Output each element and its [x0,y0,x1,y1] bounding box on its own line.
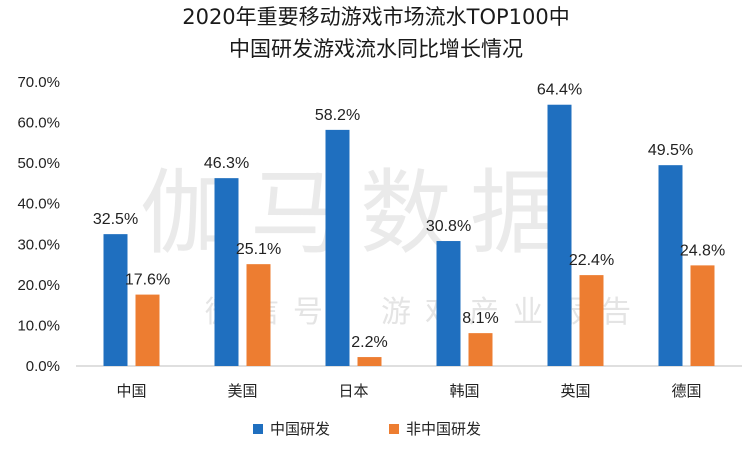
data-label: 30.8% [426,218,471,235]
data-label: 64.4% [537,82,582,99]
chart-subtitle: 中国研发游戏流水同比增长情况 [229,37,523,61]
bar-non-china-dev-1 [246,264,271,366]
bar-non-china-dev-2 [357,357,382,366]
x-category-label: 德国 [671,382,701,400]
bar-non-china-dev-4 [579,275,604,366]
y-axis: 0.0% 10.0% 20.0% 30.0% 40.0% 50.0% 60.0% 70.0% [17,74,60,375]
bar-non-china-dev-3 [468,333,493,366]
bars: 32.5% 17.6% 46.3% 25.1% 58.2% 2.2% 30.8% 8.1% 64… [93,82,725,366]
y-tick-label: 70.0% [17,74,60,91]
x-category-label: 韩国 [449,382,479,400]
y-tick-label: 40.0% [17,196,60,213]
x-category-label: 日本 [338,382,368,400]
x-axis-categories: 中国 美国 日本 韩国 英国 德国 [116,382,701,400]
watermark-sub: 微信号：游戏产业报告 [205,295,645,330]
data-label: 25.1% [236,241,281,258]
bar-china-dev-3 [436,241,461,366]
legend-swatch [253,424,263,434]
bar-china-dev-4 [547,104,572,366]
data-label: 46.3% [204,155,249,172]
chart-title: 2020年重要移动游戏市场流水TOP100中 [182,5,570,29]
y-tick-label: 60.0% [17,115,60,132]
data-label: 22.4% [569,252,614,269]
data-label: 24.8% [680,242,725,259]
x-category-label: 中国 [116,382,146,400]
data-label: 2.2% [351,334,387,351]
y-tick-label: 0.0% [26,358,60,375]
bar-china-dev-5 [658,165,683,366]
data-label: 8.1% [462,310,498,327]
watermark-main: 伽马数据 [140,160,580,267]
legend-label: 非中国研发 [406,420,481,438]
y-tick-label: 30.0% [17,236,60,253]
y-tick-label: 10.0% [17,317,60,334]
data-label: 49.5% [648,142,693,159]
bar-china-dev-2 [325,129,350,366]
x-category-label: 英国 [560,382,590,400]
y-tick-label: 50.0% [17,155,60,172]
bar-china-dev-1 [214,178,239,366]
legend-swatch [389,424,399,434]
legend-label: 中国研发 [270,420,330,438]
bar-non-china-dev-0 [135,294,160,366]
bar-china-dev-0 [103,234,128,366]
bar-non-china-dev-5 [690,265,715,366]
legend: 中国研发 非中国研发 [253,420,481,438]
data-label: 58.2% [315,107,360,124]
x-category-label: 美国 [227,382,257,400]
y-tick-label: 20.0% [17,277,60,294]
data-label: 32.5% [93,211,138,228]
data-label: 17.6% [125,272,170,289]
